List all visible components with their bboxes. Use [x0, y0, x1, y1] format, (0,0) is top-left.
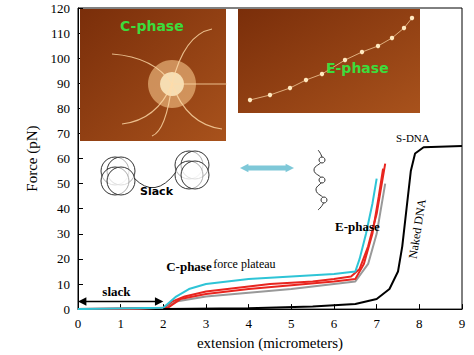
svg-text:80: 80 [57, 101, 70, 116]
svg-text:6: 6 [331, 316, 338, 331]
svg-text:9: 9 [459, 316, 466, 331]
svg-text:E-phase: E-phase [326, 60, 389, 76]
svg-text:100: 100 [51, 51, 71, 66]
svg-text:force plateau: force plateau [213, 257, 275, 271]
svg-text:slack: slack [102, 284, 131, 299]
svg-text:C-phase: C-phase [166, 259, 212, 274]
svg-text:60: 60 [57, 151, 70, 166]
svg-text:Slack: Slack [140, 185, 174, 198]
svg-text:20: 20 [57, 251, 70, 266]
svg-text:C-phase: C-phase [120, 18, 184, 34]
svg-text:50: 50 [57, 176, 70, 191]
svg-text:5: 5 [288, 316, 295, 331]
svg-text:Force (pN): Force (pN) [24, 125, 41, 191]
svg-text:3: 3 [203, 316, 210, 331]
svg-text:Naked DNA: Naked DNA [406, 198, 429, 260]
svg-text:8: 8 [416, 316, 423, 331]
svg-text:7: 7 [373, 316, 380, 331]
svg-text:30: 30 [57, 226, 70, 241]
svg-text:40: 40 [57, 201, 70, 216]
svg-text:extension (micrometers): extension (micrometers) [197, 335, 343, 352]
svg-text:1: 1 [117, 316, 124, 331]
svg-text:120: 120 [51, 1, 71, 16]
svg-text:4: 4 [245, 316, 252, 331]
svg-text:E-phase: E-phase [335, 219, 380, 234]
svg-text:S-DNA: S-DNA [396, 132, 430, 144]
svg-text:10: 10 [57, 277, 70, 292]
svg-text:0: 0 [75, 316, 82, 331]
svg-text:0: 0 [64, 302, 71, 317]
svg-text:2: 2 [160, 316, 167, 331]
svg-text:90: 90 [57, 76, 70, 91]
svg-text:110: 110 [51, 26, 70, 41]
svg-text:70: 70 [57, 126, 70, 141]
